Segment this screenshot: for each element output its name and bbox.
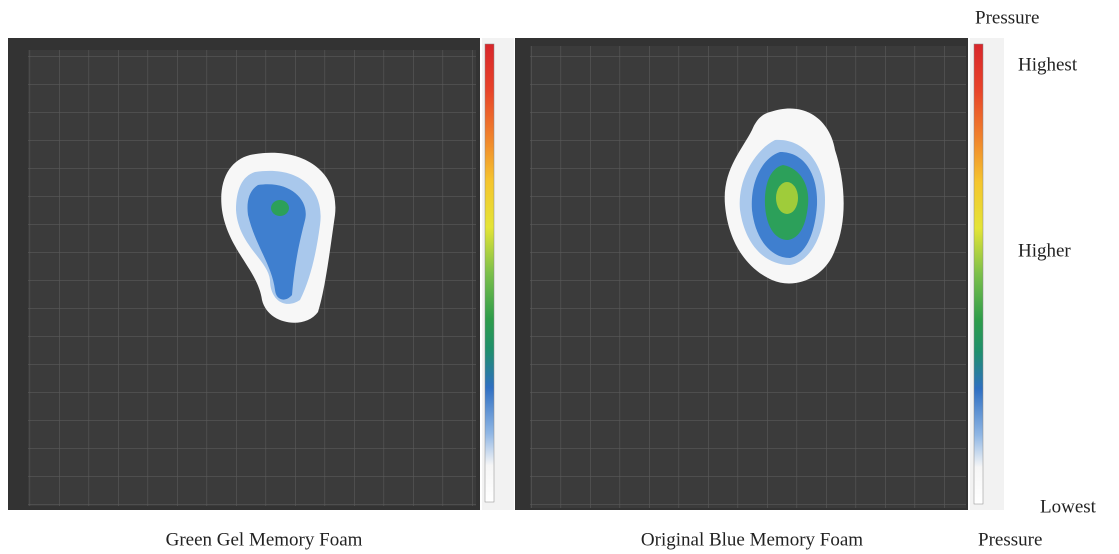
contour-blue: [247, 184, 306, 300]
sensor-grid: [530, 46, 966, 508]
pressure-map-left: [8, 38, 514, 510]
legend-footer: Pressure: [978, 529, 1042, 550]
legend-label: Higher: [1018, 240, 1071, 261]
legend-label: Highest: [1018, 54, 1078, 75]
caption: Green Gel Memory Foam: [166, 529, 363, 550]
caption: Original Blue Memory Foam: [641, 529, 863, 550]
colorbar-left: [482, 38, 514, 510]
contour-yellow-green: [776, 182, 798, 214]
colorbar-right: [970, 38, 1004, 510]
sensor-grid: [28, 50, 476, 506]
contour-green: [271, 200, 289, 216]
legend-title: Pressure: [975, 7, 1039, 28]
pressure-map-right: [515, 38, 1004, 510]
legend-label: Lowest: [1040, 496, 1097, 517]
